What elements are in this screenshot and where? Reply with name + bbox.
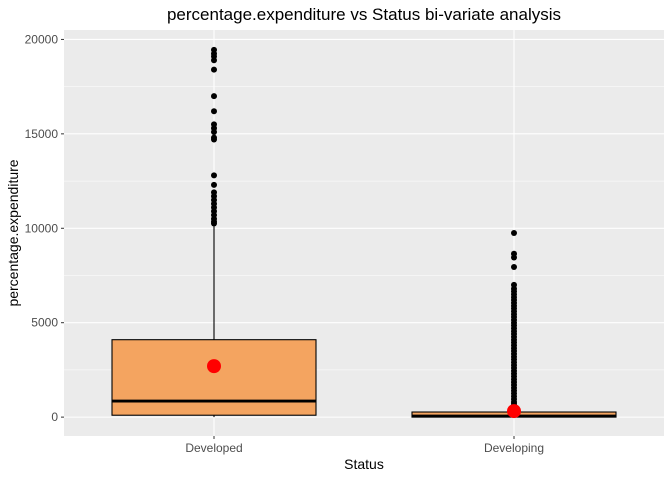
outlier-point	[511, 254, 517, 261]
outlier-point	[211, 66, 217, 73]
mean-marker	[507, 404, 521, 419]
y-tick-label: 10000	[25, 221, 59, 235]
outlier-point	[211, 128, 217, 135]
outlier-point	[511, 263, 517, 270]
outlier-point	[211, 181, 217, 188]
y-tick-label: 0	[51, 410, 58, 424]
x-axis: Developed Developing	[185, 436, 544, 455]
x-tick-label: Developed	[185, 441, 242, 455]
box-iqr	[111, 339, 317, 416]
y-axis: 0 5000 10000 15000 20000	[25, 32, 64, 424]
x-tick-label: Developing	[484, 441, 544, 455]
x-axis-title: Status	[344, 456, 384, 472]
y-axis-title: percentage.expenditure	[5, 159, 21, 306]
mean-marker	[207, 359, 221, 374]
outlier-point	[211, 57, 217, 64]
outlier-point	[511, 230, 517, 236]
outlier-point	[211, 108, 217, 115]
y-tick-label: 20000	[25, 32, 59, 46]
box-layer	[111, 46, 617, 419]
y-tick-label: 5000	[31, 316, 58, 330]
chart-title: percentage.expenditure vs Status bi-vari…	[167, 5, 561, 24]
box-developed	[111, 46, 317, 418]
outlier-point	[211, 136, 217, 143]
outlier-point	[211, 220, 217, 227]
box-developing	[411, 230, 617, 419]
y-tick-label: 15000	[25, 127, 59, 141]
outlier-point	[211, 93, 217, 100]
outlier-point	[211, 172, 217, 179]
